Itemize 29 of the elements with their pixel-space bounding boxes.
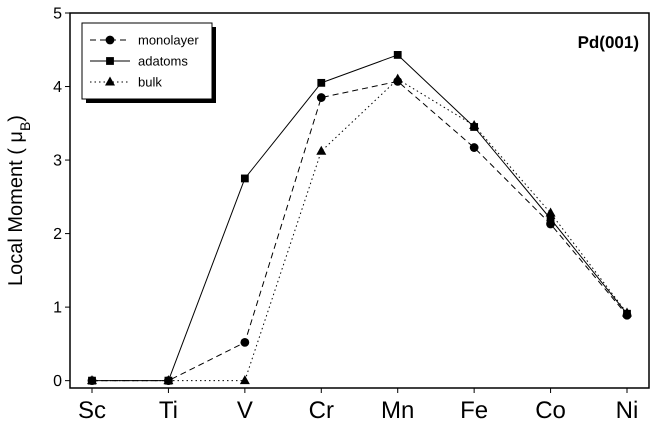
annotation: Pd(001) [578,33,639,52]
legend-label: monolayer [138,32,200,48]
point [317,78,326,87]
x-tick-label: Co [535,397,566,424]
legend-label: bulk [138,74,162,90]
y-tick-label: 2 [53,226,62,244]
x-tick-label: V [236,397,253,424]
y-tick-label: 0 [53,373,62,390]
x-tick-label: Ni [616,397,638,424]
point [316,93,326,102]
y-tick-label: 1 [53,300,62,317]
legend-label: adatoms [138,54,188,69]
x-tick-label: Cr [308,397,334,424]
y-tick-label: 3 [53,152,62,170]
y-tick-label: 5 [53,6,62,23]
point [316,146,326,155]
x-tick-label: Sc [78,397,106,424]
x-tick-label: Mn [381,397,414,424]
x-tick-label: Ti [158,397,178,424]
point [240,174,249,182]
point [470,143,479,152]
x-tick-label: Fe [460,397,488,424]
point [240,375,250,384]
point [546,208,556,216]
point [394,51,402,59]
point [469,120,480,129]
point [392,74,403,83]
point [240,338,250,347]
y-tick-label: 4 [53,79,62,96]
